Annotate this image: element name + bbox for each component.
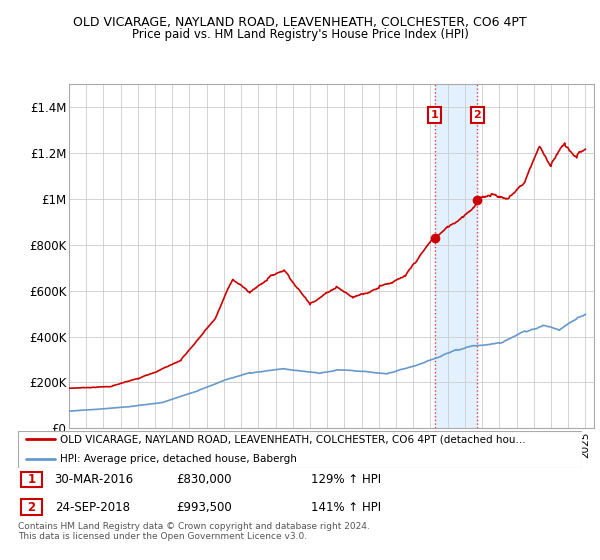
Text: 2: 2	[28, 501, 35, 514]
Text: 1: 1	[431, 110, 439, 120]
Bar	[21, 472, 42, 487]
Bar	[21, 500, 42, 515]
Text: 141% ↑ HPI: 141% ↑ HPI	[311, 501, 382, 514]
Text: 1: 1	[28, 473, 35, 486]
Text: HPI: Average price, detached house, Babergh: HPI: Average price, detached house, Babe…	[60, 454, 297, 464]
Text: 30-MAR-2016: 30-MAR-2016	[55, 473, 134, 486]
Bar	[435, 84, 478, 428]
Text: £830,000: £830,000	[176, 473, 232, 486]
Text: Price paid vs. HM Land Registry's House Price Index (HPI): Price paid vs. HM Land Registry's House …	[131, 28, 469, 41]
Text: OLD VICARAGE, NAYLAND ROAD, LEAVENHEATH, COLCHESTER, CO6 4PT: OLD VICARAGE, NAYLAND ROAD, LEAVENHEATH,…	[73, 16, 527, 29]
Text: 129% ↑ HPI: 129% ↑ HPI	[311, 473, 382, 486]
Text: Contains HM Land Registry data © Crown copyright and database right 2024.
This d: Contains HM Land Registry data © Crown c…	[18, 522, 370, 542]
Text: 24-SEP-2018: 24-SEP-2018	[55, 501, 130, 514]
Text: £993,500: £993,500	[176, 501, 232, 514]
Text: OLD VICARAGE, NAYLAND ROAD, LEAVENHEATH, COLCHESTER, CO6 4PT (detached hou...: OLD VICARAGE, NAYLAND ROAD, LEAVENHEATH,…	[60, 434, 526, 444]
Text: 2: 2	[473, 110, 481, 120]
